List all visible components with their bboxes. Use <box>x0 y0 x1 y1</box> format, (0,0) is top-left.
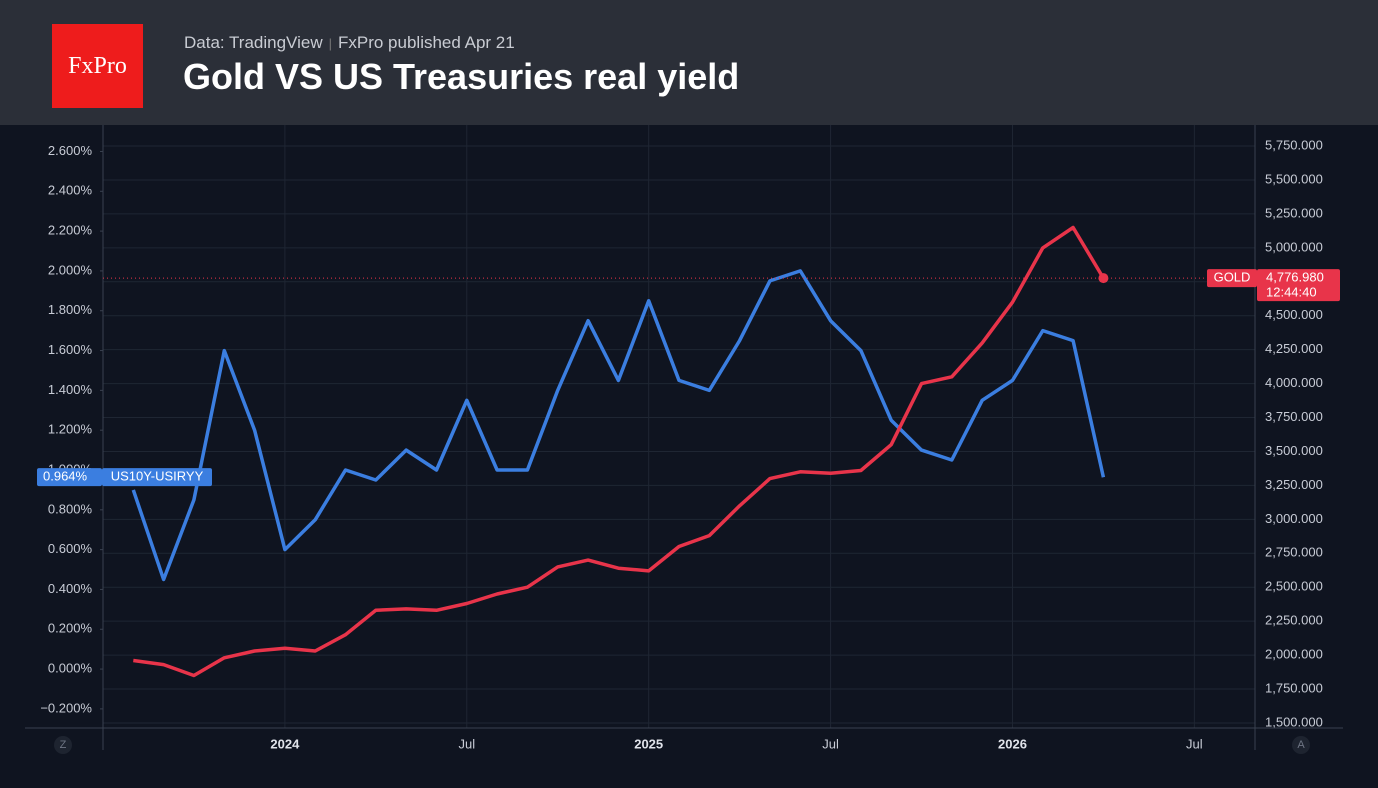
y-tick-label: 1.800% <box>48 302 93 317</box>
x-tick-label: Jul <box>1186 736 1203 751</box>
y-tick-label: 2.400% <box>48 183 93 198</box>
logo: FxPro <box>52 24 143 108</box>
value-label: 4,776.980 <box>1266 270 1324 285</box>
y2-tick-label: 2,000.000 <box>1265 647 1323 662</box>
y-tick-label: 1.600% <box>48 342 93 357</box>
y2-tick-label: 4,250.000 <box>1265 341 1323 356</box>
source: Data: TradingView <box>184 33 323 52</box>
axis-button[interactable] <box>54 736 72 754</box>
axis-button[interactable] <box>1292 736 1310 754</box>
y-tick-label: 2.200% <box>48 223 93 238</box>
y2-tick-label: 3,500.000 <box>1265 443 1323 458</box>
y-tick-label: 0.400% <box>48 581 93 596</box>
y2-tick-label: 5,250.000 <box>1265 205 1323 220</box>
plot-background <box>0 125 1378 788</box>
series-line <box>133 225 1105 678</box>
y2-tick-label: 5,000.000 <box>1265 239 1323 254</box>
axis-button-label[interactable]: Z <box>60 739 67 751</box>
series-tag <box>1207 269 1257 288</box>
y2-tick-label: 5,750.000 <box>1265 137 1323 152</box>
y2-tick-label: 2,250.000 <box>1265 613 1323 628</box>
y-tick-label: −0.200% <box>40 700 92 715</box>
y-tick-label: 1.200% <box>48 422 93 437</box>
y2-tick-label: 5,500.000 <box>1265 171 1323 186</box>
y2-tick-label: 1,750.000 <box>1265 680 1323 695</box>
series-name: US10Y-USIRYY <box>111 469 204 484</box>
y2-tick-label: 4,500.000 <box>1265 307 1323 322</box>
y-tick-label: 0.800% <box>48 501 93 516</box>
y-tick-label: 0.600% <box>48 541 93 556</box>
y2-tick-label: 3,250.000 <box>1265 477 1323 492</box>
series-line <box>131 269 1106 582</box>
axis-button-label[interactable]: A <box>1297 739 1305 751</box>
x-tick-label: Jul <box>458 736 475 751</box>
x-tick-label: 2026 <box>998 736 1027 751</box>
header: FxPro Data: TradingView | FxPro published … <box>0 0 1378 125</box>
chart-title: Gold VS US Treasuries real yield <box>183 56 740 97</box>
y-tick-label: 2.000% <box>48 262 93 277</box>
last-point <box>1098 273 1109 284</box>
y2-tick-label: 4,000.000 <box>1265 375 1323 390</box>
y-tick-label: 1.400% <box>48 382 93 397</box>
series-name: GOLD <box>1214 270 1251 285</box>
x-tick-label: 2025 <box>634 736 663 751</box>
value-tag <box>37 468 102 487</box>
y2-tick-label: 2,750.000 <box>1265 545 1323 560</box>
y-tick-label: 0.200% <box>48 621 93 636</box>
y2-tick-label: 1,500.000 <box>1265 714 1323 729</box>
source-line: Data: TradingView | FxPro published Apr 21 <box>184 33 515 53</box>
y2-tick-label: 2,500.000 <box>1265 579 1323 594</box>
series-tag <box>102 468 212 487</box>
x-tick-label: Jul <box>822 736 839 751</box>
y2-tick-label: 3,750.000 <box>1265 409 1323 424</box>
published: FxPro published Apr 21 <box>338 33 515 52</box>
y-tick-label: 2.600% <box>48 143 93 158</box>
y2-tick-label: 3,000.000 <box>1265 511 1323 526</box>
separator: | <box>328 36 332 51</box>
value-tag <box>1257 269 1340 302</box>
x-tick-label: 2024 <box>270 736 300 751</box>
y-tick-label: 0.000% <box>48 661 93 676</box>
countdown: 12:44:40 <box>1266 285 1317 300</box>
value-label: 0.964% <box>43 469 88 484</box>
